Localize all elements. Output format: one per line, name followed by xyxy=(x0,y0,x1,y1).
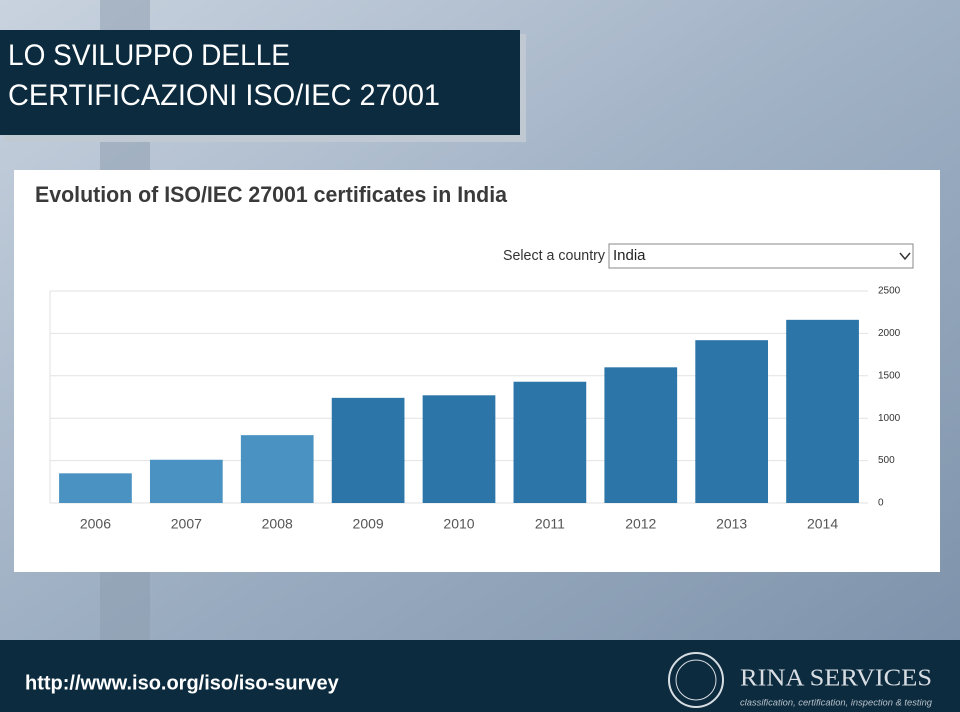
slide-title: CERTIFICAZIONI ISO/IEC 27001 xyxy=(8,79,440,112)
bar xyxy=(695,340,769,503)
chart-title: Evolution of ISO/IEC 27001 certificates … xyxy=(35,182,508,207)
chart-panel xyxy=(14,170,940,572)
slide-title: LO SVILUPPO DELLE xyxy=(8,39,290,72)
country-select[interactable] xyxy=(608,243,914,269)
y-tick-label: 2000 xyxy=(878,328,901,339)
logo xyxy=(668,652,724,708)
title-box xyxy=(0,30,520,135)
x-tick-label: 2008 xyxy=(262,516,293,532)
selector-value: India xyxy=(613,247,646,264)
x-tick-label: 2009 xyxy=(353,516,384,532)
y-tick-label: 500 xyxy=(878,455,895,466)
tagline: classification, certification, inspectio… xyxy=(740,697,932,707)
bar xyxy=(240,435,314,503)
x-tick-label: 2010 xyxy=(443,516,474,532)
y-tick-label: 1500 xyxy=(878,370,901,381)
select-arrow xyxy=(899,252,911,261)
x-tick-label: 2006 xyxy=(80,516,111,532)
bar xyxy=(513,381,587,503)
logo xyxy=(675,659,717,701)
y-tick-label: 2500 xyxy=(878,286,901,297)
bar xyxy=(786,319,859,503)
x-tick-label: 2007 xyxy=(171,516,202,532)
source-url: http://www.iso.org/iso/iso-survey xyxy=(25,672,340,694)
x-tick-label: 2013 xyxy=(716,516,747,532)
x-tick-label: 2012 xyxy=(625,516,656,532)
y-tick-label: 1000 xyxy=(878,413,901,424)
x-tick-label: 2014 xyxy=(807,516,838,532)
bar xyxy=(422,395,496,503)
y-tick-label: 0 xyxy=(878,498,884,509)
x-tick-label: 2011 xyxy=(535,516,565,532)
selector-label: Select a country xyxy=(503,247,605,264)
bar xyxy=(59,473,132,503)
bar xyxy=(604,367,678,503)
footer-bar xyxy=(0,640,960,712)
brand: RINA SERVICES xyxy=(740,666,932,692)
bar xyxy=(331,397,405,503)
bar xyxy=(149,459,223,503)
plot: 0 500 1000 1500 2000 2500 2006 2007 2008 2009 2010… xyxy=(49,286,901,532)
